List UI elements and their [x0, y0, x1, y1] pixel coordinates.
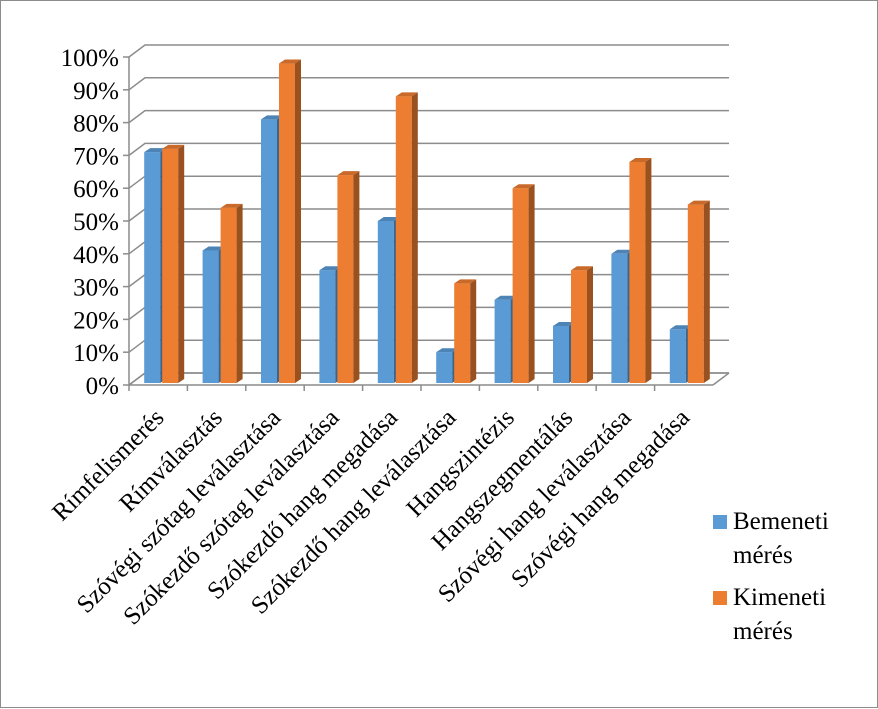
bar-top: [319, 266, 342, 271]
bar: [687, 200, 710, 383]
bar-front: [279, 63, 295, 384]
legend-item: Bemeneti mérés: [713, 508, 829, 569]
legend-label: mérés: [733, 618, 793, 645]
y-tick-label: 0%: [86, 373, 119, 400]
bar-side: [703, 200, 710, 383]
y-axis-tick-labels: 0% 10% 20% 30% 40% 50% 60% 70% 80% 90% 100%: [61, 45, 119, 400]
y-tick-label: 50%: [73, 209, 119, 236]
bar-front: [162, 148, 179, 383]
bar-front: [494, 299, 511, 383]
bar-front: [553, 325, 569, 383]
bar-top: [377, 217, 400, 221]
bar-front: [629, 161, 646, 383]
bar-front: [202, 250, 219, 383]
bar-top: [279, 59, 301, 64]
bar: [454, 279, 477, 383]
bar-top: [454, 279, 477, 284]
legend-label: mérés: [733, 542, 793, 569]
bar-front: [512, 188, 529, 383]
bar-top: [202, 246, 225, 251]
legend-swatch: [713, 591, 727, 605]
bar-front: [454, 283, 471, 383]
bar-front: [611, 253, 628, 383]
legend-item: Kimeneti mérés: [713, 584, 826, 645]
bar-side: [178, 144, 185, 383]
legend: Bemeneti mérés Kimeneti mérés: [713, 508, 829, 645]
floor-right-edge: [712, 372, 730, 386]
bar-side: [528, 184, 535, 383]
bar-side: [411, 92, 418, 384]
bars: [144, 59, 710, 384]
bar-top: [611, 249, 634, 254]
bar-top: [571, 266, 593, 271]
bar-front: [377, 221, 394, 383]
bar-side: [236, 203, 243, 383]
bar-front: [144, 152, 161, 383]
bar-side: [470, 279, 477, 383]
y-tick-label: 90%: [73, 78, 119, 105]
bar: [629, 157, 652, 383]
bar-front: [436, 352, 453, 383]
bar: [512, 184, 535, 383]
bar: [571, 266, 593, 383]
bar-top: [687, 200, 710, 205]
bar: [337, 171, 360, 383]
bar-front: [571, 270, 587, 383]
y-tick-label: 20%: [73, 307, 119, 334]
legend-swatch: [713, 515, 727, 529]
y-tick-label: 40%: [73, 242, 119, 269]
bar-top: [629, 157, 652, 162]
bar-top: [395, 92, 418, 97]
bar-side: [645, 157, 652, 383]
bar: [395, 92, 418, 384]
bar-top: [669, 325, 692, 330]
y-tick-label: 30%: [73, 275, 119, 302]
bar-top: [162, 144, 185, 149]
y-tick-label: 80%: [73, 111, 119, 138]
bar-front: [337, 175, 354, 383]
bar: [436, 348, 459, 383]
bar: [162, 144, 185, 383]
bar-front: [687, 204, 704, 383]
bar-top: [144, 148, 167, 153]
gridline: [128, 44, 729, 58]
bar-side: [587, 266, 593, 383]
bar-top: [337, 171, 360, 176]
bar-top: [553, 321, 575, 326]
legend-label: Bemeneti: [733, 508, 829, 535]
y-tick-label: 70%: [73, 143, 119, 170]
y-tick-label: 60%: [73, 176, 119, 203]
bar-front: [395, 96, 412, 384]
bar-front: [220, 207, 237, 383]
bar-top: [512, 184, 535, 189]
bar-top: [436, 348, 459, 353]
legend-label: Kimeneti: [733, 584, 826, 611]
bar-side: [353, 171, 360, 383]
y-tick-label: 100%: [61, 45, 119, 72]
bar-top: [261, 115, 283, 120]
bar-side: [295, 59, 301, 384]
bar: [220, 203, 243, 383]
bar-top: [220, 203, 243, 208]
gridline: [128, 109, 729, 124]
bar: [279, 59, 301, 384]
bar-front: [319, 270, 336, 383]
bar-front: [669, 329, 686, 383]
gridline: [128, 77, 729, 91]
bar-front: [261, 119, 277, 383]
y-tick-label: 10%: [73, 340, 119, 367]
bar-top: [494, 295, 517, 300]
gridline: [128, 142, 729, 156]
